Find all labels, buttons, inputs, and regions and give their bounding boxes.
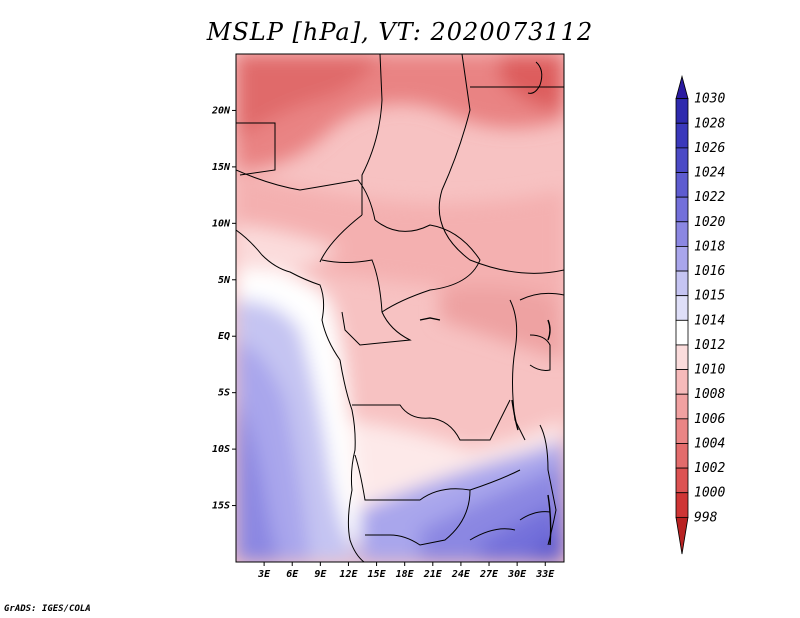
colorbar-swatch xyxy=(675,393,689,420)
latitude-axis: 20N 15N 10N 5N EQ 5S 10S 15S xyxy=(211,105,236,512)
colorbar-label: 1008 xyxy=(694,387,725,402)
colorbar-swatch xyxy=(675,467,689,494)
lon-tick-label: 30E xyxy=(507,569,527,580)
colorbar-swatch xyxy=(675,147,689,173)
colorbar-label: 1002 xyxy=(694,461,725,476)
lon-tick-label: 18E xyxy=(396,569,415,580)
colorbar-label: 1030 xyxy=(694,92,725,107)
lat-tick-label: 5S xyxy=(218,388,230,399)
lon-tick-label: 27E xyxy=(479,569,499,580)
pressure-field xyxy=(236,54,564,562)
lon-tick-label: 21E xyxy=(423,569,443,580)
lon-tick-label: 24E xyxy=(451,569,471,580)
coastlines-borders xyxy=(236,54,564,562)
lat-tick-label: 10N xyxy=(212,218,231,229)
colorbar-label: 1020 xyxy=(694,215,725,230)
lon-tick-label: 6E xyxy=(286,569,299,580)
colorbar-swatch xyxy=(675,122,689,149)
colorbar-top-arrow xyxy=(675,74,689,100)
colorbar-swatch xyxy=(675,443,689,469)
lon-tick-label: 3E xyxy=(257,569,271,580)
colorbar-label: 998 xyxy=(694,510,718,525)
lakes xyxy=(419,317,552,546)
lon-tick-label: 33E xyxy=(535,569,555,580)
lat-tick-label: 5N xyxy=(218,275,231,286)
colorbar-label: 1006 xyxy=(694,412,725,427)
colorbar-label: 1000 xyxy=(694,486,725,501)
colorbar-label: 1022 xyxy=(694,190,725,205)
colorbar-label: 1014 xyxy=(694,313,725,328)
colorbar-swatch xyxy=(675,98,689,124)
colorbar-label: 1012 xyxy=(694,338,725,353)
colorbar-label: 1018 xyxy=(694,239,725,254)
lon-tick-label: 12E xyxy=(339,569,358,580)
lat-tick-label: 10S xyxy=(212,444,230,455)
colorbar-label: 1024 xyxy=(694,166,725,181)
colorbar-label: 1028 xyxy=(694,116,725,131)
colorbar-label: 1010 xyxy=(694,363,725,378)
colorbar-swatch xyxy=(675,319,689,346)
lat-tick-label: 15S xyxy=(212,501,230,512)
colorbar-swatch xyxy=(675,246,689,272)
lon-tick-label: 15E xyxy=(368,569,387,580)
colorbar-swatch xyxy=(675,196,689,223)
colorbar-label: 1004 xyxy=(694,436,725,451)
colorbar-label: 1015 xyxy=(694,289,725,304)
colorbar: 1030 1028 1026 1024 1022 1020 1018 1016 1015 1014… xyxy=(675,74,725,555)
lat-tick-label: 20N xyxy=(211,105,231,116)
map-frame xyxy=(235,53,565,563)
colorbar-swatch xyxy=(675,418,689,444)
colorbar-swatch xyxy=(675,492,689,518)
grads-credit: GrADS: IGES/COLA xyxy=(4,604,91,614)
colorbar-swatch xyxy=(675,221,689,247)
colorbar-swatch xyxy=(675,270,689,297)
colorbar-swatch xyxy=(675,369,689,395)
colorbar-label: 1026 xyxy=(694,141,725,156)
colorbar-swatch xyxy=(675,172,689,198)
colorbar-swatch xyxy=(675,344,689,370)
colorbar-label: 1016 xyxy=(694,264,725,279)
lon-tick-label: 9E xyxy=(314,569,327,580)
colorbar-bottom-arrow xyxy=(675,516,689,555)
chart-title: MSLP [hPa], VT: 2020073112 xyxy=(206,18,594,46)
lat-tick-label: EQ xyxy=(218,331,230,342)
colorbar-swatch xyxy=(675,295,689,321)
longitude-axis: 3E 6E 9E 12E 15E 18E 21E 24E 27E 30E 33E xyxy=(257,562,555,580)
lat-tick-label: 15N xyxy=(212,162,231,173)
